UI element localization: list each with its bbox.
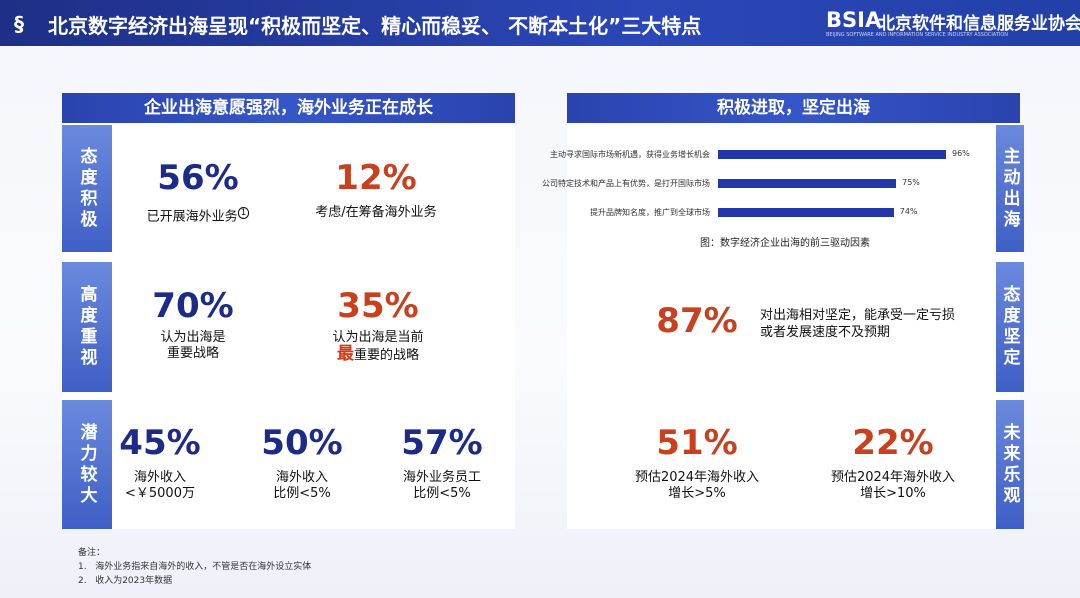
stat-line: 增长>5% (668, 486, 726, 501)
stat-value: 56% (157, 158, 239, 198)
value-label: 96% (952, 149, 970, 158)
stat-line: 对出海相对坚定，能承受一定亏损 (760, 308, 956, 323)
stat-line: 重要战略 (166, 346, 219, 361)
header-title: 北京数字经济出海呈现“积极而坚定、精心而稳妥、 不断本土化”三大特点 (48, 14, 702, 38)
row-label-text: 态度坚定 (999, 285, 1020, 369)
header-icon: § (14, 12, 24, 36)
stat-text: 认为出海是当前 最重要的战略 (278, 330, 478, 364)
stat-value: 57% (401, 423, 483, 463)
stat-line: 认为出海是 (160, 330, 226, 345)
stat-text: 预估2024年海外收入 增长>10% (793, 470, 993, 502)
bar (718, 179, 897, 188)
chart-caption: 图：数字经济企业出海的前三驱动因素 (700, 238, 870, 249)
row-label: 态度积极 (62, 125, 112, 252)
stat-value: 87% (656, 301, 738, 341)
notes: 备注： 1. 海外业务指来自海外的收入，不管是否在海外设立实体 2. 收入为20… (78, 546, 311, 588)
stat-text: 预估2024年海外收入 增长>5% (597, 470, 797, 502)
row-label-text: 主动出海 (999, 146, 1020, 231)
logo: BSIA (826, 8, 882, 32)
category-label: 公司特定技术和产品上有优势，是打开国际市场 (542, 179, 710, 188)
org-name: 北京软件和信息服务业协会 (878, 14, 1080, 34)
stat-line: 预估2024年海外收入 (634, 470, 760, 485)
panel-title: 企业出海意愿强烈，海外业务正在成长 (62, 93, 515, 123)
stat-line: 海外收入 (275, 470, 328, 485)
value-label: 74% (899, 207, 918, 216)
stat-text: 海外收入 比例<5% (202, 470, 402, 502)
note-text: 收入为2023年数据 (95, 576, 173, 586)
notes-title: 备注： (78, 548, 106, 558)
org-name-en: BEIJING SOFTWARE AND INFORMATION SERVICE… (826, 32, 1009, 38)
stat-line: 已开展海外业务 (146, 209, 238, 225)
panel-title: 积极进取，坚定出海 (567, 93, 1020, 123)
stat-text: 海外收入 <￥5000万 (60, 470, 260, 502)
stat-line: 海外收入 (133, 470, 186, 485)
stat-line: 比例<5% (413, 486, 471, 501)
stat-value: 51% (656, 423, 738, 463)
stat-value: 22% (852, 423, 934, 463)
footnote-mark: 1 (237, 207, 250, 219)
note-num: 2. (78, 576, 87, 586)
stat-line: <￥5000万 (125, 486, 195, 501)
note-text: 海外业务指来自海外的收入，不管是否在海外设立实体 (95, 562, 312, 572)
category-label: 主动寻求国际市场新机遇，获得业务增长机会 (550, 150, 710, 159)
category-label: 提升品牌知名度，推广到全球市场 (590, 208, 710, 217)
stat-text: 已开展海外业务 1 (98, 205, 298, 225)
stat-line: 考虑/在筹备海外业务 (315, 205, 437, 220)
stat-line: 预估2024年海外收入 (830, 470, 956, 485)
stat-value: 50% (261, 423, 343, 463)
stat-value: 45% (119, 423, 201, 463)
stat-value: 70% (152, 286, 234, 326)
row-label: 主动出海 (996, 125, 1024, 252)
stat-line: 认为出海是当前 (332, 330, 424, 345)
stat-value: 35% (337, 286, 419, 326)
value-label: 75% (902, 178, 920, 187)
stat-line: 或者发展速度不及预期 (760, 325, 891, 340)
stat-value: 12% (335, 158, 417, 198)
left-panel (62, 93, 515, 529)
stat-text: 海外业务员工 比例<5% (342, 470, 542, 502)
stat-text: 考虑/在筹备海外业务 (276, 205, 476, 221)
stat-line: 比例<5% (273, 486, 331, 501)
row-label: 高度重视 (62, 262, 112, 392)
row-label-text: 高度重视 (76, 285, 97, 369)
row-label: 潜力较大 (62, 400, 112, 529)
stat-line: 重要的战略 (353, 348, 419, 363)
stat-text: 对出海相对坚定，能承受一定亏损 或者发展速度不及预期 (760, 307, 955, 341)
stat-text: 认为出海是 重要战略 (93, 330, 293, 362)
row-label-text: 态度积极 (76, 146, 97, 231)
row-label: 未来乐观 (996, 400, 1024, 529)
row-label-text: 潜力较大 (76, 422, 97, 507)
note-num: 1. (78, 562, 87, 572)
header (0, 0, 1080, 46)
bar (718, 208, 894, 217)
row-label: 态度坚定 (996, 262, 1024, 392)
stat-line: 海外业务员工 (402, 470, 481, 485)
bar (718, 150, 946, 159)
stat-emphasis: 最 (336, 344, 354, 364)
row-label-text: 未来乐观 (999, 422, 1020, 507)
stat-line: 增长>10% (860, 486, 926, 501)
right-panel (567, 93, 1020, 529)
